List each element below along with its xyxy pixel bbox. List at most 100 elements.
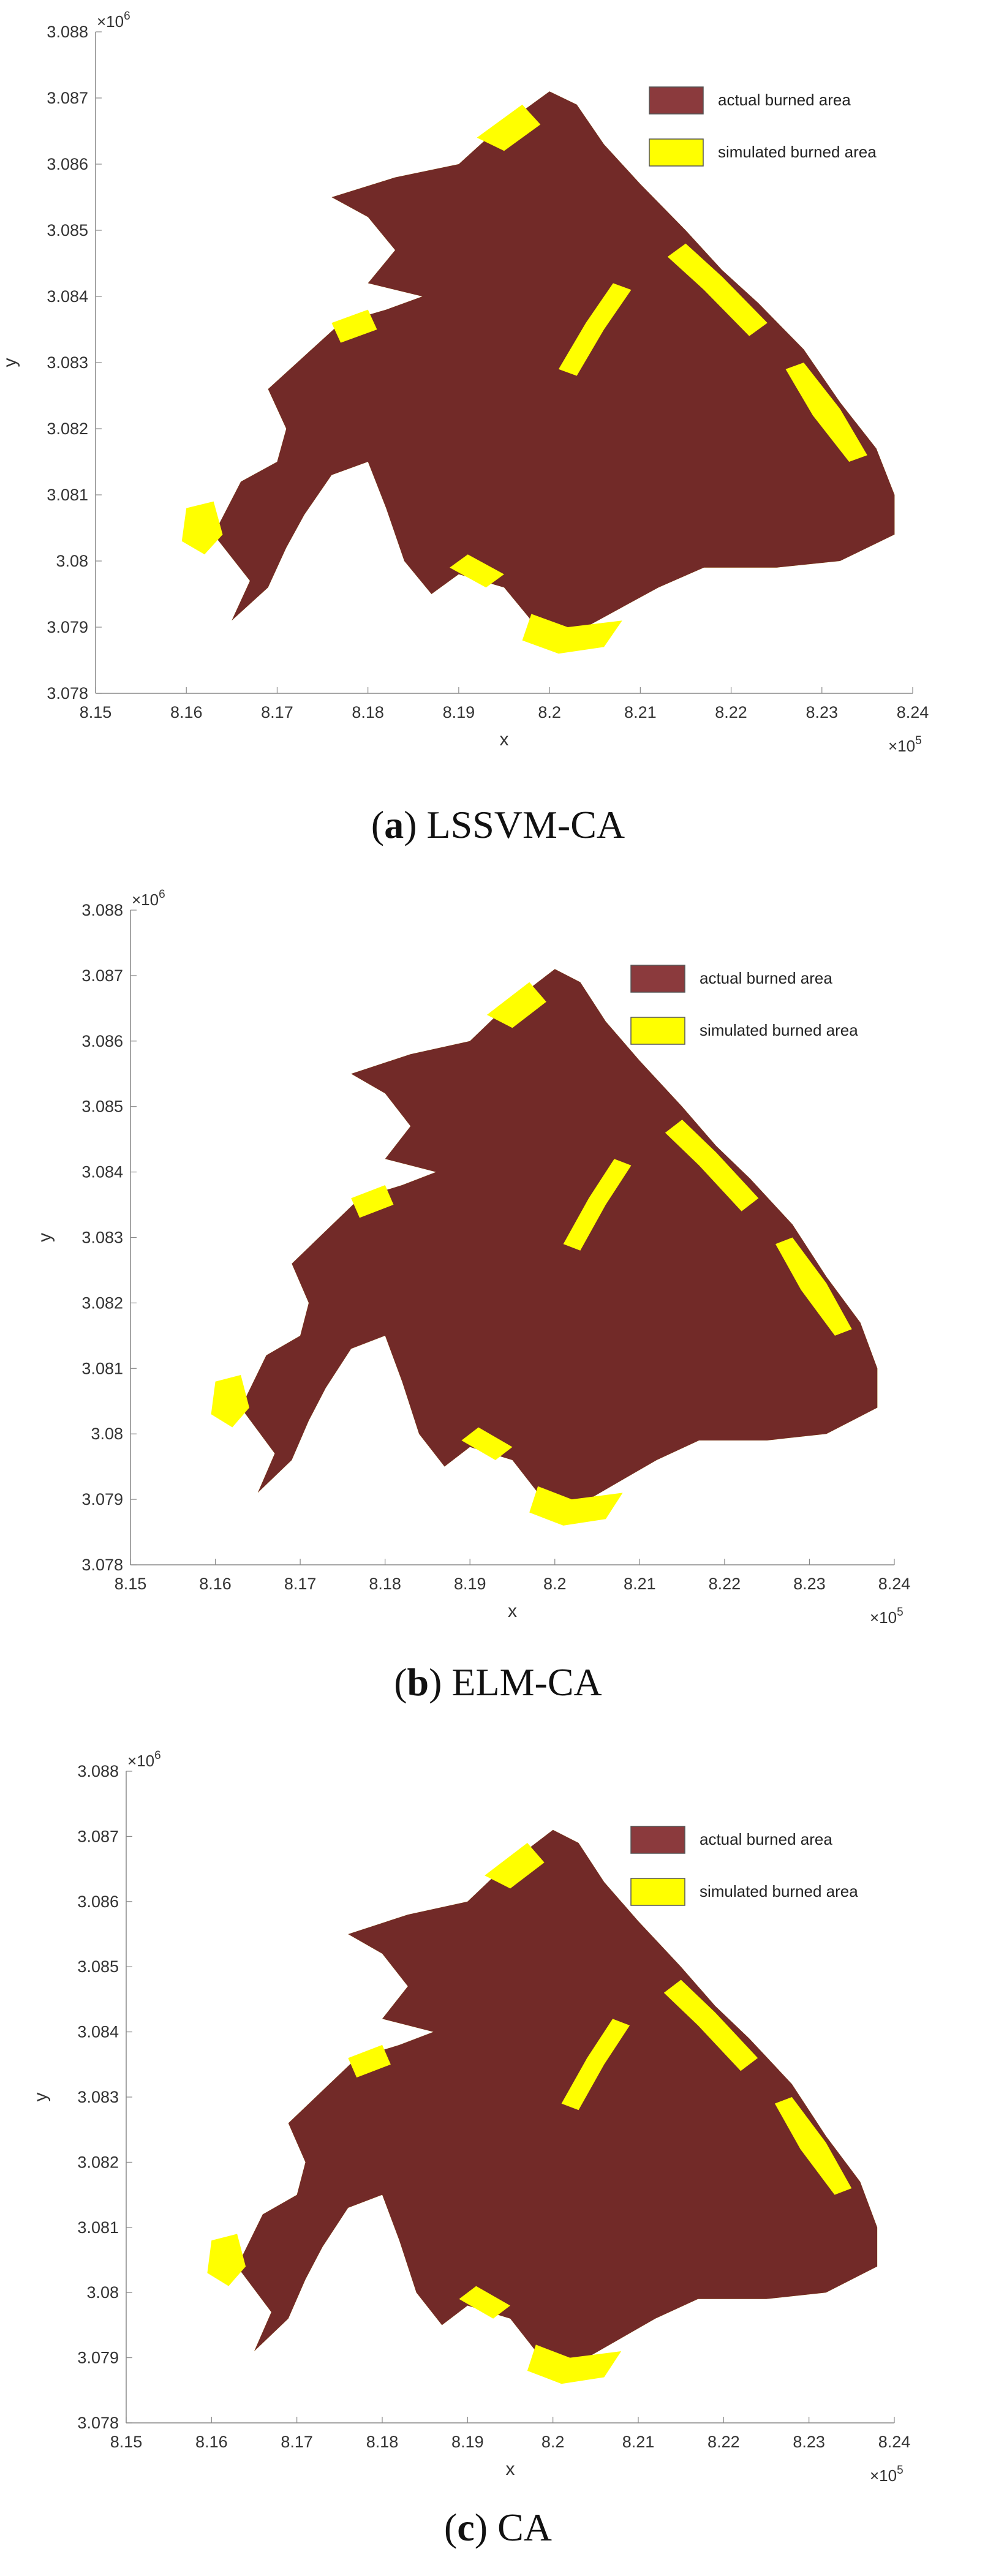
caption-text: ELM-CA xyxy=(451,1660,602,1704)
legend-swatch xyxy=(649,86,704,115)
caption-letter: b xyxy=(407,1660,429,1704)
x-multiplier: ×105 xyxy=(870,2464,904,2485)
x-tick-label: 8.18 xyxy=(366,2433,399,2451)
caption-letter: a xyxy=(384,803,404,846)
x-tick-label: 8.16 xyxy=(195,2433,228,2451)
y-tick-label: 3.084 xyxy=(77,2023,119,2041)
legend-label: actual burned area xyxy=(700,1830,832,1848)
y-tick-label: 3.082 xyxy=(77,2153,119,2171)
x-tick-label: 8.22 xyxy=(707,2433,740,2451)
legend-swatch xyxy=(630,1017,685,1045)
simulated-burned-patch xyxy=(459,2286,510,2319)
x-tick-label: 8.22 xyxy=(715,703,747,721)
actual-burned-area xyxy=(241,969,878,1520)
x-tick-label: 8.23 xyxy=(805,703,838,721)
simulated-burned-patch xyxy=(331,309,377,343)
simulated-burned-patch xyxy=(775,1237,852,1336)
x-tick-label: 8.23 xyxy=(793,1575,826,1593)
x-tick-label: 8.17 xyxy=(281,2433,313,2451)
simulated-burned-patch xyxy=(486,982,546,1028)
legend: actual burned area simulated burned area xyxy=(649,86,877,167)
x-axis-label: x xyxy=(506,2459,515,2479)
x-tick-label: 8.18 xyxy=(369,1575,401,1593)
y-tick-label: 3.084 xyxy=(81,1163,123,1181)
simulated-burned-patch xyxy=(665,1120,759,1211)
y-tick-label: 3.08 xyxy=(86,2283,119,2302)
simulated-burned-patch xyxy=(663,1979,758,2071)
x-tick-label: 8.19 xyxy=(443,703,475,721)
actual-burned-area xyxy=(237,1829,878,2378)
simulated-burned-patch xyxy=(527,2344,622,2384)
x-tick-label: 8.21 xyxy=(624,703,657,721)
y-tick-label: 3.085 xyxy=(77,1957,119,1976)
x-tick-label: 8.16 xyxy=(199,1575,232,1593)
x-tick-label: 8.2 xyxy=(538,703,561,721)
legend-label: simulated burned area xyxy=(700,1021,858,1039)
x-tick-label: 8.15 xyxy=(80,703,112,721)
y-tick-label: 3.081 xyxy=(47,486,88,504)
legend-label: simulated burned area xyxy=(718,143,877,161)
y-axis-label: y xyxy=(35,1233,55,1242)
y-tick-label: 3.082 xyxy=(81,1294,123,1312)
simulated-burned-patch xyxy=(477,104,541,151)
simulated-burned-patch xyxy=(211,1375,249,1428)
y-tick-label: 3.088 xyxy=(81,901,123,919)
x-tick-label: 8.21 xyxy=(624,1575,656,1593)
simulated-burned-patch xyxy=(461,1427,513,1460)
simulated-burned-patch xyxy=(207,2234,246,2286)
y-tick-label: 3.082 xyxy=(47,420,88,438)
legend-label: actual burned area xyxy=(718,91,851,109)
simulated-burned-patch xyxy=(563,1159,632,1251)
y-tick-label: 3.083 xyxy=(77,2088,119,2106)
legend-label: actual burned area xyxy=(700,969,832,987)
x-tick-label: 8.24 xyxy=(878,1575,911,1593)
actual-burned-area xyxy=(213,91,895,647)
caption-text: CA xyxy=(497,2506,552,2549)
x-tick-label: 8.15 xyxy=(115,1575,147,1593)
x-tick-label: 8.2 xyxy=(543,1575,567,1593)
chart-a: 8.15 8.16 8.17 8.18 8.19 8.2 8.21 8.22 8.23 8.24 3… xyxy=(0,10,929,755)
legend-swatch xyxy=(649,138,704,167)
simulated-burned-patch xyxy=(351,1185,394,1218)
y-axis-label: y xyxy=(0,358,20,367)
simulated-burned-patch xyxy=(561,2019,630,2111)
chart-c: 8.15 8.16 8.17 8.18 8.19 8.2 8.21 8.22 8.23 8.24 3… xyxy=(31,1749,910,2485)
legend-swatch xyxy=(630,1826,685,1854)
y-tick-label: 3.086 xyxy=(47,155,88,173)
y-tick-label: 3.087 xyxy=(77,1827,119,1845)
y-tick-label: 3.085 xyxy=(47,221,88,239)
caption-b: (b) ELM-CA xyxy=(394,1660,602,1704)
x-axis-label: x xyxy=(500,729,509,750)
simulated-burned-patch xyxy=(529,1486,623,1526)
y-tick-label: 3.08 xyxy=(91,1425,123,1443)
chart-b: 8.15 8.16 8.17 8.18 8.19 8.2 8.21 8.22 8.23 8.24 3… xyxy=(35,888,911,1627)
x-axis-label: x xyxy=(508,1601,517,1621)
y-tick-label: 3.084 xyxy=(47,287,88,306)
simulated-burned-patch xyxy=(522,614,622,654)
x-tick-label: 8.17 xyxy=(261,703,293,721)
caption-letter: c xyxy=(457,2506,475,2549)
legend-swatch xyxy=(630,1878,685,1906)
x-multiplier: ×105 xyxy=(870,1606,904,1627)
panel-c: 8.15 8.16 8.17 8.18 8.19 8.2 8.21 8.22 8.23 8.24 3… xyxy=(0,1727,996,2576)
y-axis-label: y xyxy=(31,2093,51,2102)
x-tick-label: 8.24 xyxy=(897,703,929,721)
x-tick-label: 8.16 xyxy=(170,703,203,721)
y-tick-label: 3.079 xyxy=(47,618,88,636)
panel-a: 8.15 8.16 8.17 8.18 8.19 8.2 8.21 8.22 8.23 8.24 3… xyxy=(0,0,996,870)
legend: actual burned area simulated burned area xyxy=(630,965,858,1045)
caption-a: (a) LSSVM-CA xyxy=(371,803,625,846)
y-tick-label: 3.081 xyxy=(77,2218,119,2237)
y-multiplier: ×106 xyxy=(127,1749,161,1770)
x-multiplier: ×105 xyxy=(888,734,922,755)
y-tick-label: 3.078 xyxy=(81,1556,123,1574)
simulated-burned-patch xyxy=(348,2044,391,2078)
caption-text: LSSVM-CA xyxy=(426,803,625,846)
simulated-burned-patch xyxy=(667,243,768,336)
y-tick-label: 3.079 xyxy=(77,2349,119,2367)
y-tick-label: 3.088 xyxy=(47,23,88,41)
simulated-burned-patch xyxy=(558,283,632,376)
legend-label: simulated burned area xyxy=(700,1882,858,1900)
y-tick-label: 3.086 xyxy=(81,1032,123,1050)
x-tick-label: 8.17 xyxy=(284,1575,317,1593)
